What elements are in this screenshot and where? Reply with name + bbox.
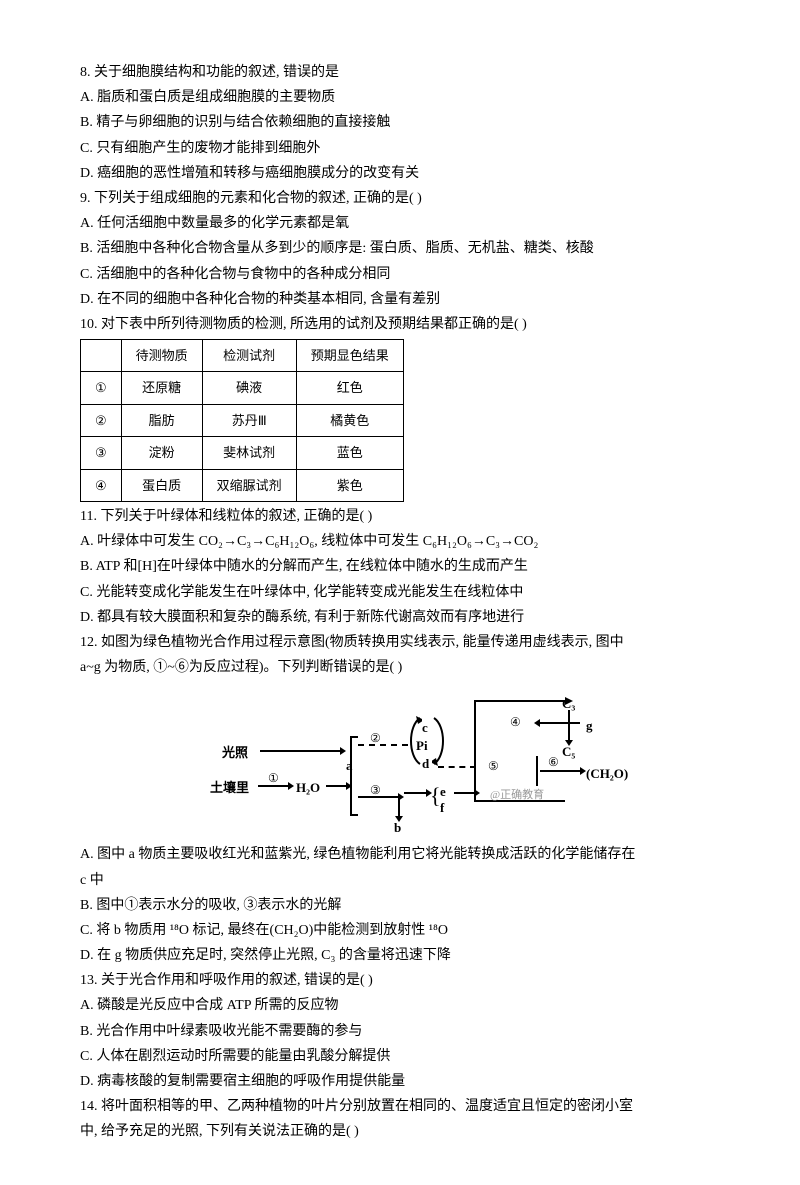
- q12-stem: 12. 如图为绿色植物光合作用过程示意图(物质转换用实线表示, 能量传递用虚线表…: [80, 630, 720, 655]
- q9-stem: 9. 下列关于组成细胞的元素和化合物的叙述, 正确的是( ): [80, 186, 720, 211]
- diagram-watermark: @正确教育: [490, 786, 544, 806]
- q10-r1-c2: 碘液: [202, 372, 296, 404]
- diagram-arrow-h2o: [326, 785, 346, 787]
- q10-r4-c0: ④: [81, 469, 122, 501]
- diagram-col-cap2: [350, 814, 358, 816]
- q12-opt-a: A. 图中 a 物质主要吸收红光和蓝紫光, 绿色植物能利用它将光能转换成活跃的化…: [80, 842, 720, 867]
- q10-th-1: 待测物质: [121, 340, 202, 372]
- q10-r1-c3: 红色: [296, 372, 403, 404]
- q12-diagram: 光照 土壤里 ① H₂O a ② ③ b c Pi d e f { C₃ ④ g…: [210, 686, 590, 836]
- diagram-soil: 土壤里: [210, 776, 249, 799]
- q13-opt-b: B. 光合作用中叶绿素吸收光能不需要酶的参与: [80, 1019, 720, 1044]
- q12-stem2: a~g 为物质, ①~⑥为反应过程)。下列判断错误的是( ): [80, 655, 720, 680]
- q8-opt-d: D. 癌细胞的恶性增殖和转移与癌细胞膜成分的改变有关: [80, 161, 720, 186]
- diagram-arrow3d: [398, 796, 400, 816]
- q13-opt-a: A. 磷酸是光反应中合成 ATP 所需的反应物: [80, 993, 720, 1018]
- q10-r2-c0: ②: [81, 404, 122, 436]
- q9-opt-c: C. 活细胞中的各种化合物与食物中的各种成分相同: [80, 262, 720, 287]
- diagram-n4: ④: [510, 712, 521, 734]
- diagram-arrow-ef: [404, 792, 426, 794]
- diagram-arc-cd2: [432, 716, 448, 766]
- q10-r2-c2: 苏丹Ⅲ: [202, 404, 296, 436]
- q10-th-0: [81, 340, 122, 372]
- diagram-n5: ⑤: [488, 756, 499, 778]
- q12-opt-c: C. 将 b 物质用 ¹⁸O 标记, 最终在(CH₂O)中能检测到放射性 ¹⁸O: [80, 918, 720, 943]
- diagram-a: a: [346, 754, 353, 777]
- diagram-light: 光照: [222, 741, 248, 764]
- q12-opt-b: B. 图中①表示水分的吸收, ③表示水的光解: [80, 893, 720, 918]
- q13-opt-d: D. 病毒核酸的复制需要宿主细胞的呼吸作用提供能量: [80, 1069, 720, 1094]
- diagram-ch2o: (CH₂O): [586, 762, 628, 785]
- q13-stem: 13. 关于光合作用和呼吸作用的叙述, 错误的是( ): [80, 968, 720, 993]
- q11-opt-d: D. 都具有较大膜面积和复杂的酶系统, 有利于新陈代谢高效而有序地进行: [80, 605, 720, 630]
- q10-th-3: 预期显色结果: [296, 340, 403, 372]
- diagram-arrow6: [540, 770, 580, 772]
- diagram-c5: C₅: [562, 740, 575, 763]
- q10-r3-c1: 淀粉: [121, 437, 202, 469]
- diagram-arrow-ef2: [454, 792, 474, 794]
- diagram-arrow-light: [260, 750, 340, 752]
- q14-stem: 14. 将叶面积相等的甲、乙两种植物的叶片分别放置在相同的、温度适宜且恒定的密闭…: [80, 1094, 720, 1119]
- diagram-n2: ②: [370, 728, 381, 750]
- diagram-n6: ⑥: [548, 752, 559, 774]
- q10-stem: 10. 对下表中所列待测物质的检测, 所选用的试剂及预期结果都正确的是( ): [80, 312, 720, 337]
- q9-opt-d: D. 在不同的细胞中各种化合物的种类基本相同, 含量有差别: [80, 287, 720, 312]
- diagram-b: b: [394, 816, 401, 839]
- q12-opt-a2: c 中: [80, 868, 720, 893]
- diagram-v6: [536, 756, 538, 786]
- q11-stem: 11. 下列关于叶绿体和线粒体的叙述, 正确的是( ): [80, 504, 720, 529]
- diagram-n3: ③: [370, 780, 381, 802]
- q10-th-2: 检测试剂: [202, 340, 296, 372]
- q10-r2-c1: 脂肪: [121, 404, 202, 436]
- diagram-n1: ①: [268, 768, 279, 790]
- q11-opt-a: A. 叶绿体中可发生 CO₂→C₃→C₆H₁₂O₆, 线粒体中可发生 C₆H₁₂…: [80, 529, 720, 554]
- q10-r1-c1: 还原糖: [121, 372, 202, 404]
- diagram-arrow-g: [540, 722, 580, 724]
- q11-opt-c: C. 光能转变成化学能发生在叶绿体中, 化学能转变成光能发生在线粒体中: [80, 580, 720, 605]
- q8-opt-b: B. 精子与卵细胞的识别与结合依赖细胞的直接接触: [80, 110, 720, 135]
- diagram-dash2: [358, 744, 408, 746]
- q10-r4-c2: 双缩脲试剂: [202, 469, 296, 501]
- q10-r4-c3: 紫色: [296, 469, 403, 501]
- diagram-arrow-c3c5: [568, 710, 570, 740]
- q11-opt-b: B. ATP 和[H]在叶绿体中随水的分解而产生, 在线粒体中随水的生成而产生: [80, 554, 720, 579]
- q9-opt-a: A. 任何活细胞中数量最多的化学元素都是氧: [80, 211, 720, 236]
- diagram-arc-cd: [406, 716, 422, 766]
- q8-opt-a: A. 脂质和蛋白质是组成细胞膜的主要物质: [80, 85, 720, 110]
- q9-opt-b: B. 活细胞中各种化合物含量从多到少的顺序是: 蛋白质、脂质、无机盐、糖类、核酸: [80, 236, 720, 261]
- diagram-g: g: [586, 714, 593, 737]
- diagram-col-cap1: [350, 736, 358, 738]
- diagram-h2o: H₂O: [296, 776, 320, 799]
- q10-r3-c3: 蓝色: [296, 437, 403, 469]
- q12-opt-d: D. 在 g 物质供应充足时, 突然停止光照, C₃ 的含量将迅速下降: [80, 943, 720, 968]
- q13-opt-c: C. 人体在剧烈运动时所需要的能量由乳酸分解提供: [80, 1044, 720, 1069]
- q8-opt-c: C. 只有细胞产生的废物才能排到细胞外: [80, 136, 720, 161]
- q10-r2-c3: 橘黄色: [296, 404, 403, 436]
- q10-r1-c0: ①: [81, 372, 122, 404]
- q10-table: 待测物质 检测试剂 预期显色结果 ① 还原糖 碘液 红色 ② 脂肪 苏丹Ⅲ 橘黄…: [80, 339, 404, 502]
- q10-r3-c0: ③: [81, 437, 122, 469]
- q8-stem: 8. 关于细胞膜结构和功能的叙述, 错误的是: [80, 60, 720, 85]
- q10-r4-c1: 蛋白质: [121, 469, 202, 501]
- diagram-d: d: [422, 752, 429, 775]
- diagram-f: f: [440, 796, 444, 819]
- q10-r3-c2: 斐林试剂: [202, 437, 296, 469]
- diagram-dash5a: [438, 766, 476, 768]
